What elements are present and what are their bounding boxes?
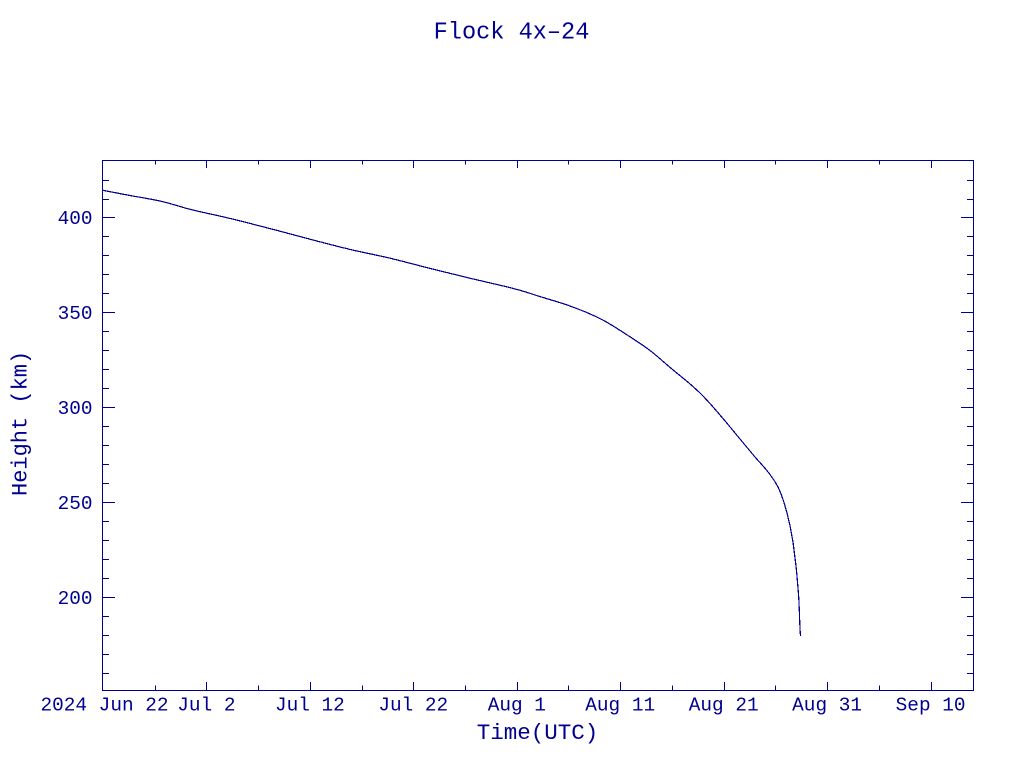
svg-text:Jul 2: Jul 2 [177, 695, 235, 717]
svg-text:Aug 31: Aug 31 [792, 695, 862, 717]
svg-text:200: 200 [58, 588, 93, 610]
svg-text:Time(UTC): Time(UTC) [477, 720, 599, 746]
svg-text:Aug 1: Aug 1 [488, 695, 546, 717]
svg-text:Jul 12: Jul 12 [275, 695, 345, 717]
svg-text:350: 350 [58, 303, 93, 325]
svg-text:Height (km): Height (km) [9, 351, 34, 496]
svg-text:Aug 21: Aug 21 [689, 695, 759, 717]
svg-text:300: 300 [58, 398, 93, 420]
svg-text:400: 400 [58, 208, 93, 230]
svg-text:Sep 10: Sep 10 [896, 695, 966, 717]
svg-text:Aug 11: Aug 11 [585, 695, 655, 717]
svg-text:Jul 22: Jul 22 [378, 695, 448, 717]
svg-text:250: 250 [58, 493, 93, 515]
svg-text:Flock 4x–24: Flock 4x–24 [434, 19, 590, 46]
svg-text:2024 Jun 22: 2024 Jun 22 [41, 695, 169, 717]
